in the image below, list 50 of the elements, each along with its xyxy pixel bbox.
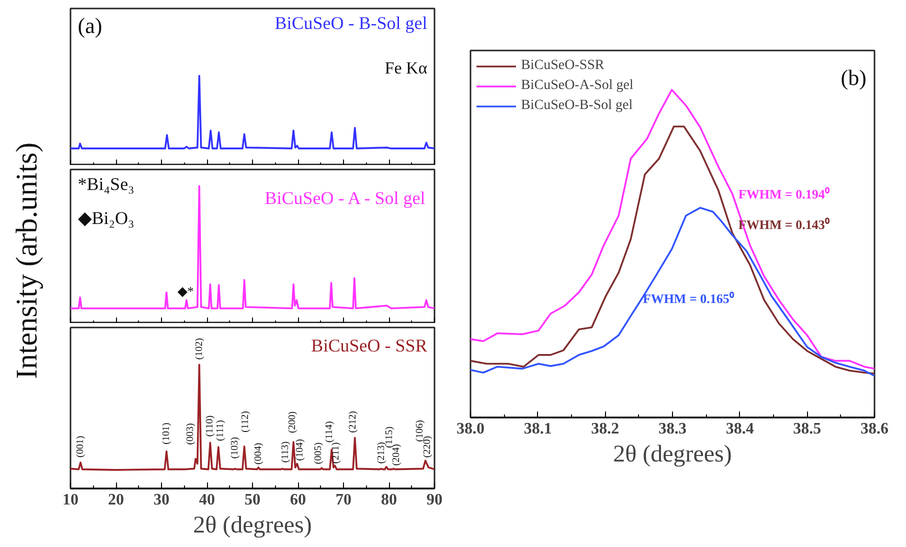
annotation: (005) (313, 442, 324, 464)
x-tick-label: 80 (381, 492, 397, 508)
legend-label: BiCuSeO-SSR (521, 58, 604, 74)
x-axis-title: 2θ (degrees) (613, 442, 732, 468)
x-axis-title: 2θ (degrees) (193, 512, 312, 538)
legend-label: BiCuSeO-B-Sol gel (521, 98, 633, 114)
x-tick-label: 20 (108, 492, 124, 508)
x-tick-label: 50 (244, 492, 260, 508)
x-tick-label: 38.2 (591, 420, 620, 438)
annotation: FWHM = 0.165⁰ (642, 291, 734, 306)
annotation: (101) (161, 422, 172, 444)
annotation: (004) (252, 442, 264, 464)
x-tick-label: 10 (62, 492, 78, 508)
annotation: (111) (214, 420, 226, 442)
y-axis-title: Intensity (arb.units) (10, 142, 44, 380)
legend-label: BiCuSeO-A-Sol gel (521, 78, 634, 94)
x-tick-label: 38.1 (524, 420, 552, 438)
annotation: ◆* (177, 284, 194, 299)
annotation: (103) (230, 437, 241, 459)
annotation: (112) (240, 411, 251, 432)
x-tick-label: 30 (154, 492, 170, 508)
annotation: (001) (75, 436, 86, 458)
annotation: (114) (324, 421, 336, 442)
text: (a) (78, 13, 102, 38)
annotation: (200) (286, 411, 298, 434)
text: BiCuSeO - A - Sol gel (264, 188, 426, 208)
annotation: FWHM = 0.194⁰ (738, 186, 830, 202)
x-tick-label: 38.0 (456, 420, 484, 438)
x-tick-label: 70 (336, 492, 352, 508)
x-tick-label: 38.4 (726, 420, 754, 438)
annotation: (220) (422, 436, 433, 458)
text: BiCuSeO - B-Sol gel (274, 13, 428, 34)
annotation: ◆Bi₂O₃ (78, 208, 134, 228)
x-tick-label: 40 (199, 492, 215, 508)
annotation: (110) (204, 415, 216, 437)
annotation: (113) (280, 441, 292, 463)
x-tick-label: 90 (426, 492, 442, 508)
annotation: (b) (840, 65, 866, 90)
x-tick-label: 38.3 (658, 420, 686, 438)
annotation: (212) (347, 411, 358, 433)
annotation: Fe Kα (384, 58, 428, 78)
annotation: (211) (330, 442, 342, 464)
annotation: *Bi₄Se₃ (78, 174, 134, 194)
x-tick-label: 38.6 (860, 420, 888, 438)
annotation: (003) (185, 423, 196, 445)
x-tick-label: 38.5 (793, 420, 822, 438)
annotation: (104) (294, 439, 306, 461)
x-tick-label: 60 (290, 492, 306, 508)
annotation: (102) (194, 338, 205, 360)
text: BiCuSeO - SSR (311, 336, 428, 356)
